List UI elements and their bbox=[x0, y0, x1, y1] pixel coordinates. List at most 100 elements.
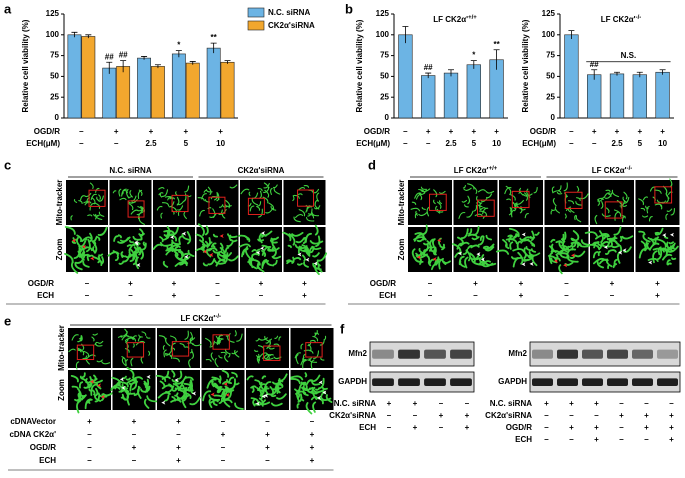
arrowhead bbox=[618, 250, 623, 255]
zoom-box bbox=[654, 186, 673, 204]
condition-value: – bbox=[619, 423, 624, 432]
micrograph bbox=[112, 328, 156, 368]
error-bar bbox=[189, 61, 196, 65]
condition-value: 5 bbox=[638, 139, 643, 148]
condition-value: – bbox=[569, 139, 574, 148]
blot-band bbox=[657, 349, 678, 359]
condition-value: – bbox=[592, 139, 597, 148]
blot-membrane bbox=[529, 371, 681, 393]
y-axis-label: Relative cell viability (%) bbox=[355, 19, 364, 112]
condition-value: + bbox=[465, 411, 470, 420]
error-bar bbox=[85, 34, 92, 39]
condition-value: + bbox=[644, 411, 649, 420]
condition-value: – bbox=[619, 399, 624, 408]
mitochondria bbox=[70, 372, 116, 414]
zoom-box bbox=[429, 193, 447, 211]
arrowhead bbox=[457, 251, 462, 256]
condition-value: – bbox=[465, 399, 470, 408]
significance-mark: ## bbox=[590, 60, 599, 69]
condition-value: – bbox=[403, 139, 408, 148]
y-tick-label: 125 bbox=[46, 9, 60, 18]
bar bbox=[206, 47, 221, 119]
condition-label: ECH(μM) bbox=[522, 139, 556, 148]
arrowhead bbox=[119, 377, 124, 382]
panel-label: e bbox=[4, 313, 11, 328]
condition-value: 2.5 bbox=[611, 139, 623, 148]
arrowhead bbox=[622, 248, 627, 253]
zoom-box bbox=[127, 200, 145, 218]
condition-value: – bbox=[85, 279, 90, 288]
condition-value: – bbox=[114, 139, 119, 148]
condition-value: + bbox=[594, 399, 599, 408]
significance-mark: ** bbox=[493, 40, 500, 49]
arrowhead bbox=[480, 257, 485, 262]
condition-label: OGD/R bbox=[30, 443, 56, 452]
y-tick-label: 75 bbox=[546, 51, 555, 60]
condition-value: – bbox=[564, 279, 569, 288]
condition-label: ECH(μM) bbox=[356, 139, 390, 148]
arrowhead bbox=[202, 249, 207, 254]
arrowhead bbox=[669, 232, 674, 237]
condition-value: + bbox=[544, 399, 549, 408]
condition-value: + bbox=[128, 279, 133, 288]
zoom-box bbox=[76, 344, 95, 361]
error-bar bbox=[493, 49, 500, 70]
arrowhead bbox=[100, 394, 105, 399]
y-tick-label: 25 bbox=[380, 92, 389, 101]
condition-value: + bbox=[302, 291, 307, 300]
zoom-box bbox=[212, 334, 230, 350]
mitochondria bbox=[110, 366, 159, 409]
condition-value: + bbox=[426, 127, 431, 136]
zoom-box bbox=[263, 345, 281, 361]
micrograph bbox=[68, 328, 111, 368]
condition-value: + bbox=[310, 430, 315, 439]
significance-mark: ## bbox=[105, 52, 114, 61]
y-tick-label: 25 bbox=[50, 92, 59, 101]
condition-value: 10 bbox=[658, 139, 667, 148]
y-tick-label: 0 bbox=[385, 113, 390, 122]
condition-value: + bbox=[569, 423, 574, 432]
condition-value: + bbox=[114, 127, 119, 136]
error-bar bbox=[175, 50, 182, 58]
condition-label: OGD/R bbox=[364, 127, 390, 136]
bar bbox=[466, 64, 481, 119]
condition-value: – bbox=[403, 127, 408, 136]
condition-value: + bbox=[176, 443, 181, 452]
mitochondria bbox=[240, 182, 281, 218]
condition-value: + bbox=[519, 279, 524, 288]
blot-band bbox=[557, 349, 578, 359]
significance-mark: ** bbox=[211, 33, 218, 42]
micrograph bbox=[453, 180, 498, 225]
error-bar bbox=[402, 26, 409, 44]
significance-mark: ## bbox=[119, 51, 128, 60]
condition-value: – bbox=[619, 435, 624, 444]
y-tick-label: 50 bbox=[50, 72, 59, 81]
condition-value: + bbox=[302, 279, 307, 288]
condition-label: CK2α'siRNA bbox=[329, 411, 376, 420]
arrowhead bbox=[305, 257, 310, 262]
error-bar bbox=[448, 69, 454, 77]
condition-value: + bbox=[218, 127, 223, 136]
condition-value: 5 bbox=[472, 139, 477, 148]
bar bbox=[564, 34, 579, 119]
bar bbox=[655, 71, 670, 119]
arrowhead bbox=[90, 379, 95, 384]
condition-value: – bbox=[544, 435, 549, 444]
condition-value: + bbox=[473, 279, 478, 288]
zoom-box bbox=[297, 189, 315, 207]
mitochondria bbox=[70, 182, 105, 221]
micrograph bbox=[157, 328, 200, 368]
chart-title-main: LF CK2α' bbox=[601, 15, 636, 24]
condition-value: + bbox=[149, 127, 154, 136]
condition-value: – bbox=[428, 291, 433, 300]
condition-value: – bbox=[594, 411, 599, 420]
condition-value: – bbox=[87, 443, 92, 452]
condition-value: + bbox=[172, 291, 177, 300]
condition-value: + bbox=[594, 423, 599, 432]
blot-band bbox=[582, 378, 603, 386]
mitochondria bbox=[202, 369, 244, 410]
condition-label: ECH(μM) bbox=[26, 139, 60, 148]
arrowhead bbox=[662, 233, 667, 238]
condition-value: + bbox=[669, 423, 674, 432]
